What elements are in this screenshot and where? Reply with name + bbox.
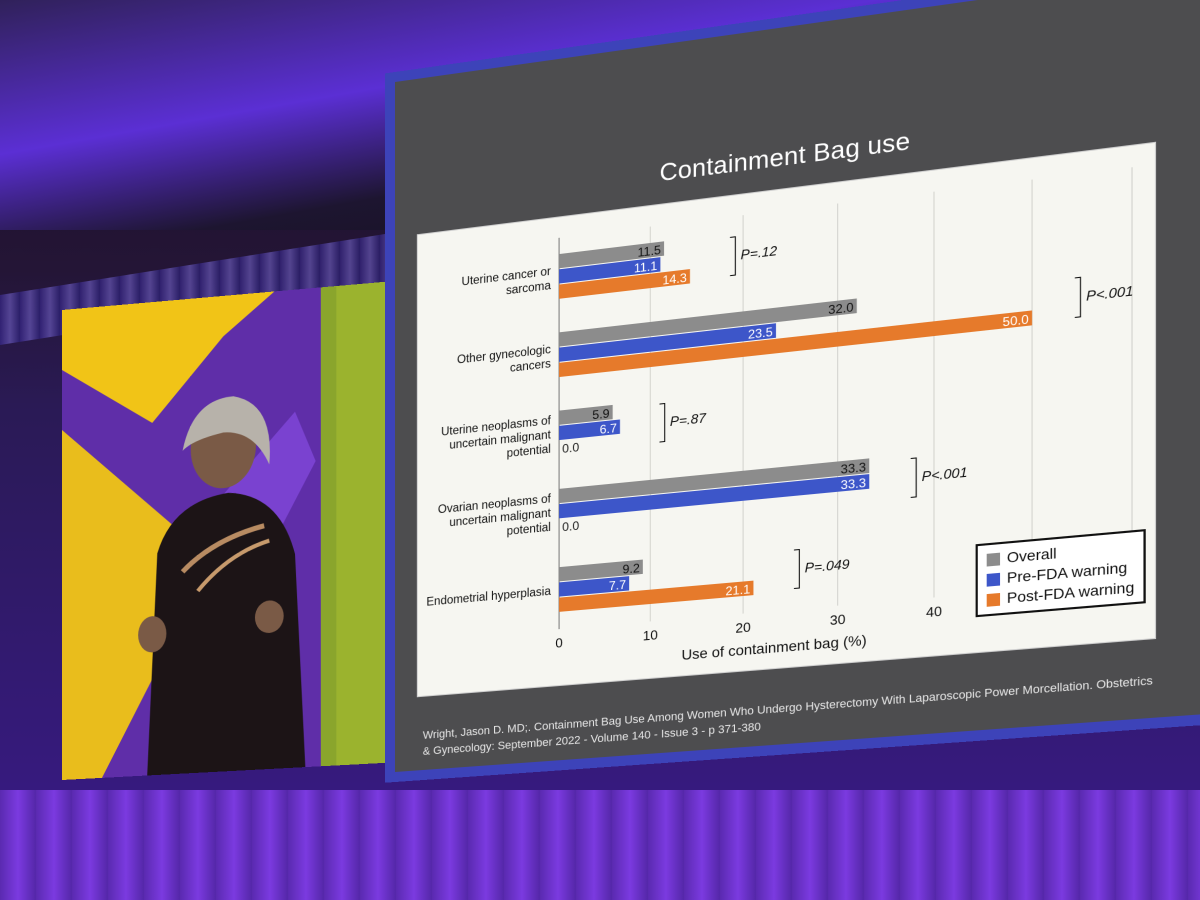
presentation-slide: Containment Bag use 0102030405060Uterine… [395, 0, 1200, 772]
bar-value-label: 33.3 [841, 475, 867, 492]
bar-value-label: 0.0 [562, 518, 579, 534]
p-value-label: P=.12 [741, 243, 778, 263]
category-label-line: cancers [510, 358, 551, 375]
p-value-label: P<.001 [1086, 283, 1133, 304]
bar-value-label: 23.5 [748, 325, 773, 342]
x-tick-label: 10 [643, 627, 658, 644]
category-label: Uterine cancer orsarcoma [462, 266, 552, 303]
p-value-bracket [794, 550, 799, 589]
bar-value-label: 6.7 [600, 421, 618, 437]
speaker-video-feed [62, 280, 409, 780]
bar-value-label: 11.5 [638, 243, 662, 260]
bar-value-label: 33.3 [841, 460, 867, 477]
category-label: Other gynecologiccancers [457, 344, 551, 381]
category-label-line: sarcoma [506, 280, 551, 298]
x-tick-label: 30 [830, 611, 846, 628]
category-label-line: potential [507, 443, 551, 460]
bar-value-label: 32.0 [828, 300, 854, 318]
bar-value-label: 0.0 [562, 440, 579, 456]
p-value-label: P=.049 [805, 556, 850, 576]
category-label: Uterine neoplasms ofuncertain malignantp… [441, 415, 552, 467]
legend-swatch-overall [987, 552, 1000, 566]
stage-curtain [0, 790, 1200, 900]
bar-value-label: 9.2 [622, 561, 640, 577]
bar-value-label: 11.1 [634, 259, 658, 276]
bar-value-label: 21.1 [725, 582, 750, 599]
p-value-bracket [659, 404, 664, 443]
bar-value-label: 14.3 [662, 270, 687, 287]
bar-value-label: 5.9 [592, 406, 610, 422]
legend-swatch-post-fda [987, 592, 1000, 606]
p-value-bracket [911, 458, 916, 497]
x-tick-label: 20 [735, 619, 750, 636]
bar-value-label: 50.0 [1003, 312, 1029, 330]
p-value-bracket [730, 237, 735, 276]
speaker-video-image [62, 280, 409, 780]
x-tick-label: 40 [926, 603, 942, 620]
bar-chart: 0102030405060Uterine cancer orsarcoma11.… [418, 143, 1155, 696]
category-label-line: potential [507, 522, 551, 538]
x-tick-label: 0 [555, 635, 562, 651]
p-value-label: P<.001 [922, 464, 968, 484]
category-label-line: Endometrial hyperplasia [426, 586, 551, 609]
category-label: Endometrial hyperplasia [426, 586, 551, 609]
bar-value-label: 7.7 [609, 577, 627, 593]
p-value-label: P=.87 [670, 410, 707, 429]
legend-swatch-pre-fda [987, 572, 1000, 586]
bar-chart-panel: 0102030405060Uterine cancer orsarcoma11.… [417, 142, 1156, 698]
category-label: Ovarian neoplasms ofuncertain malignantp… [438, 493, 552, 544]
chart-legend: Overall Pre-FDA warning Post-FDA warning [976, 529, 1146, 617]
p-value-bracket [1075, 277, 1081, 317]
